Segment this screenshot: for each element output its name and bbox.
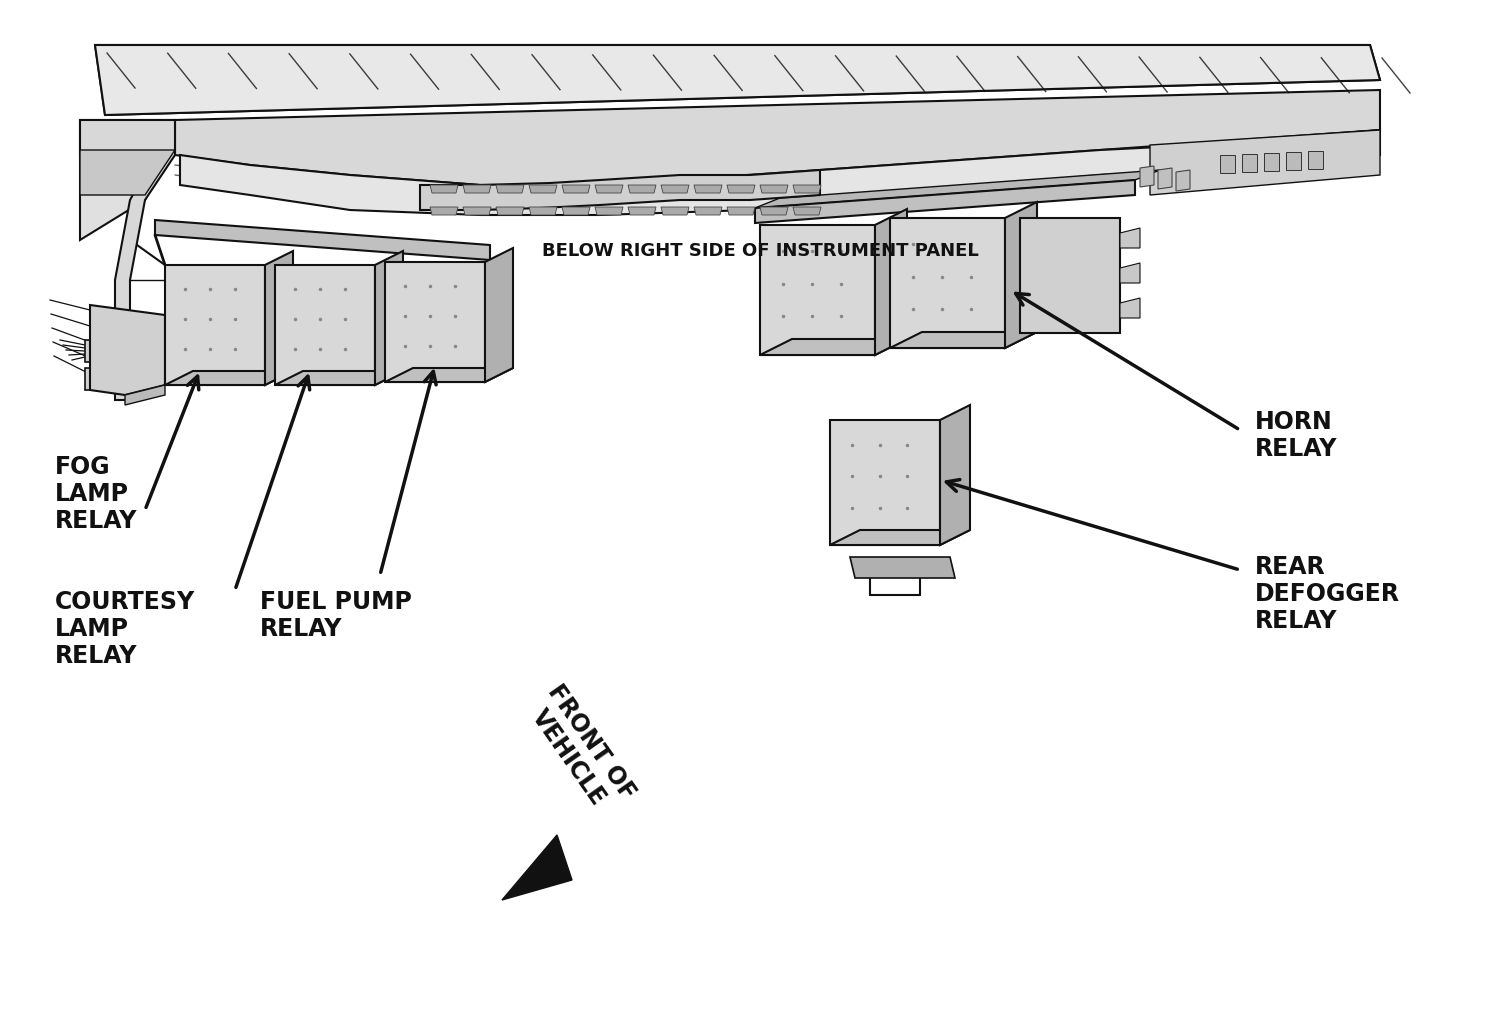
- Polygon shape: [754, 180, 1136, 223]
- Polygon shape: [1242, 154, 1257, 172]
- Polygon shape: [86, 340, 112, 362]
- Polygon shape: [754, 170, 1160, 208]
- Polygon shape: [694, 185, 721, 193]
- Polygon shape: [90, 304, 165, 395]
- Polygon shape: [830, 530, 971, 545]
- Polygon shape: [274, 265, 375, 385]
- Polygon shape: [728, 185, 754, 193]
- Polygon shape: [940, 405, 970, 545]
- Polygon shape: [176, 90, 1380, 185]
- Polygon shape: [430, 207, 457, 215]
- Polygon shape: [420, 170, 820, 210]
- Polygon shape: [80, 120, 176, 240]
- Polygon shape: [662, 207, 688, 215]
- Polygon shape: [1286, 152, 1300, 170]
- Text: COURTESY
LAMP
RELAY: COURTESY LAMP RELAY: [56, 590, 195, 668]
- Polygon shape: [890, 218, 1005, 348]
- Polygon shape: [165, 371, 292, 385]
- Polygon shape: [794, 185, 820, 193]
- Polygon shape: [124, 385, 165, 405]
- Polygon shape: [1005, 202, 1036, 348]
- Polygon shape: [830, 420, 940, 545]
- Polygon shape: [1140, 166, 1154, 187]
- Polygon shape: [503, 835, 572, 900]
- Text: REAR
DEFOGGER
RELAY: REAR DEFOGGER RELAY: [1256, 555, 1400, 632]
- Polygon shape: [530, 207, 556, 215]
- Polygon shape: [850, 557, 956, 578]
- Text: FOG
LAMP
RELAY: FOG LAMP RELAY: [56, 455, 138, 533]
- Polygon shape: [760, 185, 788, 193]
- Polygon shape: [530, 185, 556, 193]
- Polygon shape: [154, 220, 491, 260]
- Polygon shape: [1308, 151, 1323, 170]
- Text: FUEL PUMP
RELAY: FUEL PUMP RELAY: [260, 590, 413, 640]
- Polygon shape: [760, 207, 788, 215]
- Polygon shape: [890, 332, 1036, 348]
- Polygon shape: [375, 251, 404, 385]
- Polygon shape: [266, 251, 292, 385]
- Polygon shape: [80, 150, 176, 195]
- Polygon shape: [1020, 218, 1120, 333]
- Polygon shape: [1158, 168, 1172, 189]
- Polygon shape: [562, 207, 590, 215]
- Polygon shape: [464, 207, 490, 215]
- Polygon shape: [386, 368, 513, 382]
- Polygon shape: [484, 248, 513, 382]
- Polygon shape: [1120, 263, 1140, 283]
- Polygon shape: [496, 185, 523, 193]
- Polygon shape: [464, 185, 490, 193]
- Polygon shape: [628, 185, 656, 193]
- Polygon shape: [760, 225, 874, 355]
- Polygon shape: [596, 185, 622, 193]
- Polygon shape: [496, 207, 523, 215]
- Polygon shape: [86, 368, 112, 390]
- Polygon shape: [562, 185, 590, 193]
- Polygon shape: [694, 207, 721, 215]
- Text: FRONT OF
VEHICLE: FRONT OF VEHICLE: [520, 680, 639, 820]
- Polygon shape: [1176, 170, 1190, 191]
- Polygon shape: [430, 185, 457, 193]
- Polygon shape: [596, 207, 622, 215]
- Polygon shape: [165, 265, 266, 385]
- Polygon shape: [1150, 130, 1380, 195]
- Polygon shape: [274, 371, 404, 385]
- Polygon shape: [180, 130, 1380, 215]
- Polygon shape: [1120, 298, 1140, 318]
- Text: BELOW RIGHT SIDE OF INSTRUMENT PANEL: BELOW RIGHT SIDE OF INSTRUMENT PANEL: [542, 242, 978, 260]
- Polygon shape: [94, 45, 1380, 115]
- Polygon shape: [760, 339, 908, 355]
- Polygon shape: [1220, 155, 1234, 173]
- Polygon shape: [728, 207, 754, 215]
- Polygon shape: [1120, 228, 1140, 248]
- Text: HORN
RELAY: HORN RELAY: [1256, 410, 1338, 461]
- Polygon shape: [628, 207, 656, 215]
- Polygon shape: [386, 262, 484, 382]
- Polygon shape: [874, 209, 908, 355]
- Polygon shape: [1264, 153, 1280, 171]
- Polygon shape: [80, 120, 176, 400]
- Polygon shape: [662, 185, 688, 193]
- Polygon shape: [794, 207, 820, 215]
